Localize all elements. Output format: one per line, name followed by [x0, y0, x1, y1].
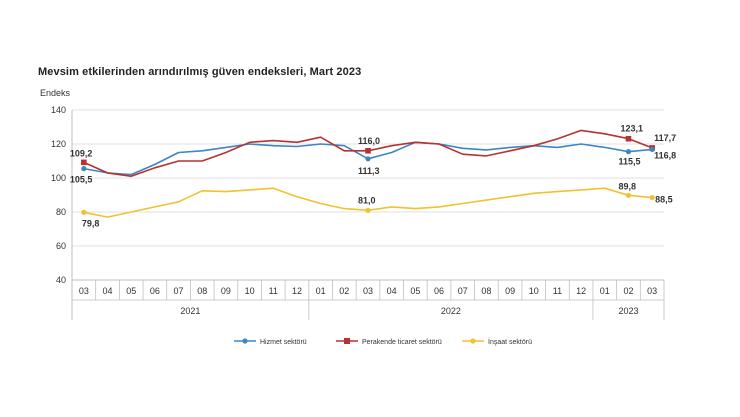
y-tick-label: 40: [56, 275, 66, 285]
x-tick-label: 05: [410, 286, 420, 296]
data-label: 109,2: [70, 148, 93, 158]
y-tick-label: 60: [56, 241, 66, 251]
x-tick-label: 08: [481, 286, 491, 296]
y-axis-ticks: 40 60 80 100 120 140: [51, 105, 66, 285]
data-labels: 105,5 109,2 79,8 116,0 111,3 81,0 123,1 115,5 89…: [70, 124, 676, 229]
x-tick-label: 07: [458, 286, 468, 296]
x-tick-label: 09: [221, 286, 231, 296]
x-tick-label: 05: [126, 286, 136, 296]
y-tick-label: 120: [51, 139, 66, 149]
data-label: 115,5: [618, 157, 640, 167]
data-marker: [625, 149, 632, 155]
data-label: 116,0: [358, 136, 380, 146]
data-marker: [81, 209, 87, 215]
data-label: 116,8: [654, 150, 676, 160]
data-marker: [625, 192, 632, 198]
data-marker: [625, 135, 632, 142]
x-tick-label: 12: [292, 286, 302, 296]
data-marker: [649, 194, 655, 201]
data-label: 81,0: [358, 195, 376, 205]
legend-label: Perakende ticaret sektörü: [362, 339, 442, 346]
data-marker: [365, 207, 371, 213]
data-label: 79,8: [82, 218, 100, 228]
year-label: 2023: [618, 306, 638, 316]
data-marker: [649, 146, 655, 153]
data-marker: [365, 156, 371, 162]
chart-title: Mevsim etkilerinden arındırılmış güven e…: [38, 66, 362, 78]
x-tick-label: 11: [553, 286, 562, 296]
x-tick-label: 03: [79, 286, 89, 296]
x-axis-year-groups: 2021 2022 2023: [180, 300, 665, 320]
x-tick-label: 11: [269, 286, 278, 296]
data-marker: [81, 159, 87, 166]
data-label: 123,1: [620, 124, 643, 134]
y-tick-label: 80: [56, 207, 66, 217]
x-tick-label: 01: [600, 286, 610, 296]
x-tick-label: 06: [434, 286, 444, 296]
legend-swatch-marker: [242, 338, 248, 344]
x-tick-label: 10: [245, 286, 255, 296]
axis-frame: [71, 110, 665, 320]
x-tick-label: 06: [150, 286, 160, 296]
x-tick-label: 03: [363, 286, 373, 296]
data-label: 111,3: [358, 166, 380, 176]
y-axis-label: Endeks: [40, 88, 71, 98]
legend-label: İnşaat sektörü: [488, 337, 532, 346]
x-tick-label: 09: [505, 286, 515, 296]
x-axis-ticks: 03 04 05 06 07 08 09 10 11 12 01 02 03 04 05 06 07 08 09 10…: [79, 286, 657, 296]
x-tick-label: 03: [647, 286, 657, 296]
data-label: 89,8: [618, 181, 636, 191]
y-tick-label: 100: [51, 173, 66, 183]
x-tick-label: 12: [576, 286, 586, 296]
year-label: 2021: [180, 306, 200, 316]
data-label: 117,7: [654, 133, 676, 143]
data-marker: [365, 148, 371, 154]
legend-swatch-marker: [344, 338, 350, 344]
x-tick-label: 07: [174, 286, 184, 296]
year-label: 2022: [441, 306, 461, 316]
x-tick-label: 02: [339, 286, 349, 296]
x-tick-label: 04: [387, 286, 397, 296]
data-label: 105,5: [70, 175, 93, 185]
gridlines: [72, 109, 664, 247]
x-tick-label: 02: [623, 286, 633, 296]
x-tick-label: 01: [316, 286, 326, 296]
legend-swatch-marker: [470, 338, 476, 344]
x-tick-label: 04: [103, 286, 113, 296]
data-marker: [81, 166, 87, 172]
legend-label: Hizmet sektörü: [260, 339, 307, 346]
y-tick-label: 140: [51, 105, 66, 115]
legend: Hizmet sektörü Perakende ticaret sektörü İ…: [234, 337, 532, 346]
data-label: 88,5: [655, 195, 673, 205]
x-tick-label: 08: [197, 286, 207, 296]
x-tick-label: 10: [529, 286, 539, 296]
